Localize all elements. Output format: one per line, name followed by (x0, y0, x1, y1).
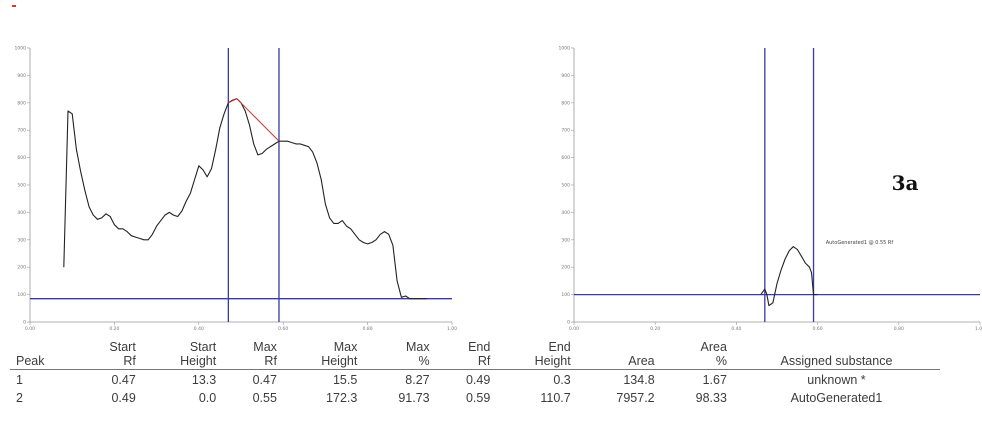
column-header-area: Area (576, 340, 661, 370)
cell-end-height: 110.7 (540, 391, 571, 405)
y-tick-label: 300 (17, 237, 26, 243)
y-tick-label: 200 (17, 265, 26, 271)
figure-label: 3a (892, 171, 919, 195)
y-tick-label: 1000 (559, 46, 571, 52)
cell-assigned-substance: unknown * (807, 373, 866, 387)
x-tick-label: 0.60 (813, 326, 823, 332)
column-header-start-rf: Start Rf (77, 340, 142, 370)
y-tick-label: 900 (561, 73, 570, 79)
y-tick-label: 400 (17, 210, 26, 216)
cell-area-percent: 98.33 (695, 391, 727, 405)
y-tick-label: 400 (561, 210, 570, 216)
y-tick-label: 500 (17, 183, 26, 189)
x-tick-label: 0.40 (194, 326, 204, 332)
column-header-max-percent: Max% (363, 340, 436, 370)
x-tick-label: 0.60 (278, 326, 288, 332)
x-tick-label: 0.20 (650, 326, 660, 332)
y-tick-label: 1000 (15, 46, 27, 52)
cell-start-height: 0.0 (198, 391, 217, 405)
y-tick-label: 0 (23, 320, 26, 326)
column-header-end-height: End Height (496, 340, 577, 370)
y-tick-label: 600 (17, 155, 26, 161)
cell-end-rf: 0.59 (465, 391, 491, 405)
peak-annotation: AutoGenerated1 @ 0.55 Rf (826, 240, 894, 246)
cell-end-height: 0.3 (553, 373, 571, 387)
cell-max-percent: 8.27 (405, 373, 430, 387)
cell-max-percent: 91.73 (398, 391, 430, 405)
y-tick-label: 700 (561, 128, 570, 134)
corner-mark (12, 5, 16, 7)
column-header-peak: Peak (10, 340, 78, 370)
cell-assigned-substance: AutoGenerated1 (790, 391, 883, 405)
table-row: 2 0.49 0.0 0.55 172.3 91.73 0.59 110.7 7… (10, 388, 940, 406)
x-tick-label: 1.00 (447, 326, 457, 332)
integration-baseline (228, 98, 237, 104)
x-tick-label: 0.00 (569, 326, 579, 332)
cell-max-rf: 0.55 (252, 391, 277, 405)
peak-results-table: Peak Start Rf Start Height Max Rf Max Height… (10, 340, 940, 406)
y-tick-label: 700 (17, 128, 26, 134)
y-tick-label: 600 (561, 155, 570, 161)
densitogram-right-panel: 0 100 200 300 400 500 600 700 800 900 1000 0.00 0.20… (559, 46, 982, 333)
densitogram-trace (760, 246, 818, 307)
y-tick-label: 800 (561, 100, 570, 106)
column-header-max-height: Max Height (282, 340, 364, 370)
x-tick-label: 1.00 (975, 326, 982, 332)
y-tick-label: 0 (567, 320, 570, 326)
y-tick-label: 900 (17, 73, 26, 79)
y-tick-label: 300 (561, 237, 570, 243)
table-header-row: Peak Start Rf Start Height Max Rf Max Height… (10, 340, 940, 370)
cell-peak: 1 (16, 373, 23, 387)
cell-area-percent: 1.67 (702, 373, 727, 387)
x-tick-label: 0.40 (731, 326, 741, 332)
cell-peak: 2 (16, 391, 23, 405)
x-tick-label: 0.20 (109, 326, 119, 332)
cell-area: 7957.2 (616, 391, 655, 405)
table-row: 1 0.47 13.3 0.47 15.5 8.27 0.49 0.3 134.… (10, 370, 940, 389)
column-header-end-rf: End Rf (435, 340, 497, 370)
y-tick-label: 500 (561, 183, 570, 189)
cell-start-rf: 0.47 (111, 373, 136, 387)
cell-start-height: 13.3 (191, 373, 217, 387)
cell-end-rf: 0.49 (465, 373, 491, 387)
x-tick-label: 0.80 (894, 326, 904, 332)
column-header-start-height: Start Height (141, 340, 223, 370)
integration-baseline (236, 98, 280, 142)
x-tick-label: 0.00 (25, 326, 35, 332)
x-tick-label: 0.80 (363, 326, 373, 332)
densitogram-left-panel: 0 100 200 300 400 500 600 700 800 900 1000 0.00 0.20… (15, 46, 458, 333)
densitogram-trace (63, 98, 427, 300)
cell-max-height: 15.5 (332, 373, 358, 387)
column-header-assigned-substance: Assigned substance (732, 340, 940, 370)
cell-start-rf: 0.49 (111, 391, 136, 405)
column-header-area-percent: Area% (660, 340, 733, 370)
cell-max-height: 172.3 (326, 391, 358, 405)
cell-max-rf: 0.47 (252, 373, 277, 387)
y-tick-label: 200 (561, 265, 570, 271)
column-header-max-rf: Max Rf (222, 340, 283, 370)
y-tick-label: 100 (17, 292, 26, 298)
y-tick-label: 100 (561, 292, 570, 298)
cell-area: 134.8 (623, 373, 655, 387)
y-tick-label: 800 (17, 100, 26, 106)
